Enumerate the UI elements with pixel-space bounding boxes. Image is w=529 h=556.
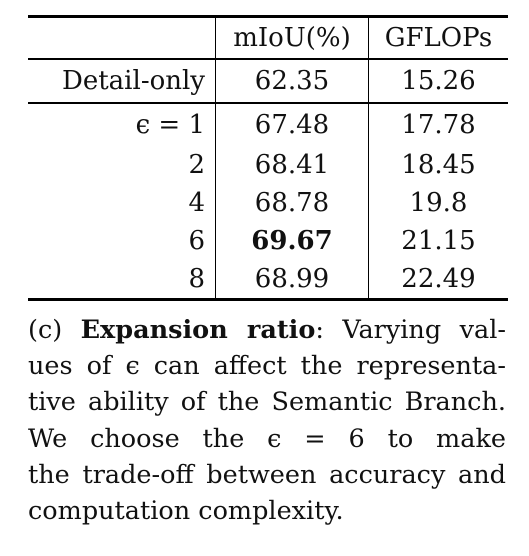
row-miou: 68.41 bbox=[215, 146, 369, 184]
caption-line: computation complexity. bbox=[28, 496, 344, 527]
table-row: 4 68.78 19.8 bbox=[28, 184, 508, 222]
row-gflops: 15.26 bbox=[368, 58, 508, 103]
caption-line: We choose the ϵ = 6 to make bbox=[28, 423, 506, 454]
row-label: 4 bbox=[28, 184, 216, 222]
row-label: Detail-only bbox=[28, 58, 216, 103]
caption-line: the trade-off between accuracy and bbox=[28, 459, 506, 490]
results-table-container: mIoU(%) GFLOPs Detail-only 62.35 15.26 ϵ… bbox=[28, 15, 508, 301]
row-gflops: 17.78 bbox=[368, 102, 508, 146]
row-gflops: 18.45 bbox=[401, 150, 476, 180]
row-miou: 67.48 bbox=[215, 102, 369, 146]
caption-prefix: (c) bbox=[28, 315, 81, 345]
table-row: 6 69.67 21.15 bbox=[28, 222, 508, 260]
table-header-row: mIoU(%) GFLOPs bbox=[28, 15, 508, 59]
header-miou: mIoU(%) bbox=[215, 15, 369, 59]
caption-line: (c) Expansion ratio: Varying val- bbox=[28, 312, 506, 348]
row-gflops: 19.8 bbox=[409, 188, 468, 218]
row-miou: 68.78 bbox=[215, 184, 369, 222]
caption-text: : Varying val- bbox=[315, 315, 506, 345]
header-empty-cell bbox=[28, 15, 216, 59]
table-row: 8 68.99 22.49 bbox=[28, 260, 508, 301]
table-row: 2 68.41 18.45 bbox=[28, 146, 508, 184]
expansion-ratio-table: mIoU(%) GFLOPs Detail-only 62.35 15.26 ϵ… bbox=[28, 15, 508, 301]
caption-title: Expansion ratio bbox=[80, 315, 316, 345]
row-label: 8 bbox=[28, 260, 216, 301]
caption-line: ues of ϵ can affect the representa- bbox=[28, 351, 506, 382]
row-label: 2 bbox=[28, 146, 216, 184]
caption-line: tive ability of the Semantic Branch. bbox=[28, 387, 506, 418]
header-gflops: GFLOPs bbox=[368, 15, 508, 59]
table-row: ϵ = 1 67.48 17.78 bbox=[28, 102, 508, 146]
row-label: ϵ = 1 bbox=[28, 102, 216, 146]
row-miou-best: 69.67 bbox=[215, 222, 369, 260]
table-caption: (c) Expansion ratio: Varying val- ues of… bbox=[28, 312, 506, 529]
row-gflops: 21.15 bbox=[401, 226, 476, 256]
row-miou: 62.35 bbox=[215, 58, 369, 103]
row-miou: 68.99 bbox=[215, 260, 369, 301]
row-gflops: 22.49 bbox=[368, 260, 508, 301]
row-label: 6 bbox=[28, 222, 216, 260]
table-row: Detail-only 62.35 15.26 bbox=[28, 58, 508, 103]
